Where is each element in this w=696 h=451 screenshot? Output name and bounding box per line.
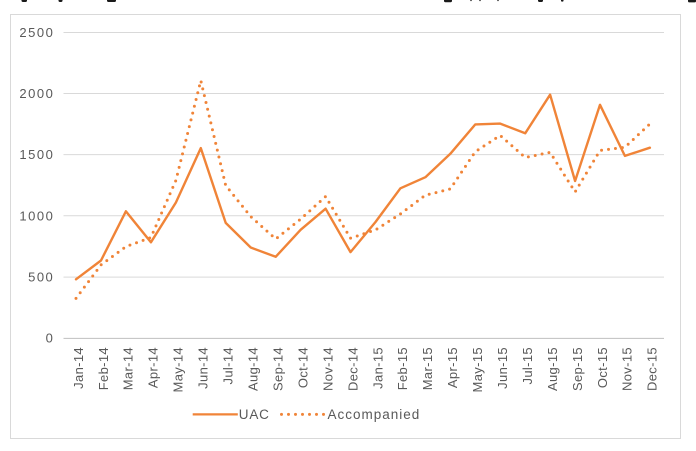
svg-text:Aug-14: Aug-14 <box>246 347 261 391</box>
svg-text:Jan-15: Jan-15 <box>370 347 385 389</box>
svg-text:Jan-14: Jan-14 <box>71 347 86 389</box>
svg-text:0: 0 <box>46 331 55 346</box>
svg-text:Apr-14: Apr-14 <box>146 347 161 388</box>
svg-text:Jun-15: Jun-15 <box>495 347 510 389</box>
svg-text:Feb-15: Feb-15 <box>395 347 410 390</box>
svg-text:Feb-14: Feb-14 <box>96 347 111 390</box>
svg-text:Aug-15: Aug-15 <box>545 347 560 391</box>
svg-text:Dec-15: Dec-15 <box>645 347 660 391</box>
svg-text:Nov-15: Nov-15 <box>620 347 635 391</box>
svg-text:Jun-14: Jun-14 <box>196 347 211 389</box>
svg-text:May-15: May-15 <box>470 347 485 392</box>
svg-text:Accompanied: Accompanied <box>328 407 421 422</box>
svg-text:Sep-15: Sep-15 <box>570 347 585 391</box>
svg-text:Oct-15: Oct-15 <box>595 347 610 388</box>
svg-text:2000: 2000 <box>19 86 54 101</box>
svg-text:Sep-14: Sep-14 <box>271 347 286 391</box>
svg-text:500: 500 <box>28 269 54 284</box>
svg-text:Oct-14: Oct-14 <box>295 347 310 388</box>
svg-text:Jul-15: Jul-15 <box>520 347 535 385</box>
svg-text:1500: 1500 <box>19 147 54 162</box>
svg-text:1000: 1000 <box>19 208 54 223</box>
svg-text:Mar-14: Mar-14 <box>121 347 136 390</box>
svg-text:Nov-14: Nov-14 <box>320 347 335 391</box>
svg-text:Jul-14: Jul-14 <box>221 347 236 385</box>
svg-text:Mar-15: Mar-15 <box>420 347 435 390</box>
svg-text:Dec-14: Dec-14 <box>345 347 360 391</box>
svg-text:2500: 2500 <box>19 25 54 40</box>
svg-text:May-14: May-14 <box>171 347 186 392</box>
svg-text:Apr-15: Apr-15 <box>445 347 460 388</box>
svg-text:UAC: UAC <box>239 407 270 422</box>
